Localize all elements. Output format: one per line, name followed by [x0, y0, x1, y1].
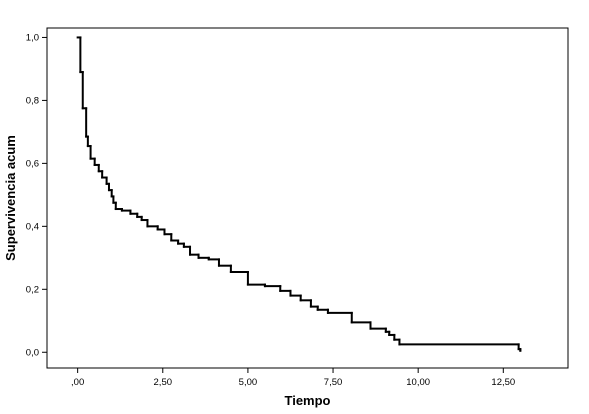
- x-tick-label: ,00: [71, 377, 84, 388]
- y-tick-label: 1,0: [26, 32, 39, 43]
- y-axis-ticks: 0,0 0,2 0,4 0,6 0,8 1,0: [26, 32, 47, 358]
- x-tick-label: 12,50: [491, 377, 515, 388]
- y-tick-label: 0,0: [26, 347, 39, 358]
- y-tick-label: 0,4: [26, 221, 39, 232]
- y-tick-label: 0,8: [26, 95, 39, 106]
- series-layer: [76, 36, 522, 352]
- x-axis-ticks: ,00 2,50 5,00 7,50 10,00 12,50: [71, 368, 515, 388]
- x-tick-label: 2,50: [154, 377, 173, 388]
- x-tick-label: 7,50: [324, 377, 343, 388]
- y-tick-label: 0,6: [26, 158, 39, 169]
- y-tick-label: 0,2: [26, 284, 39, 295]
- x-tick-label: 5,00: [239, 377, 258, 388]
- plot-area-frame: [46, 27, 569, 369]
- x-tick-label: 10,00: [406, 377, 430, 388]
- y-axis-title: Supervivencia acum: [3, 135, 18, 261]
- x-axis-title: Tiempo: [285, 393, 331, 408]
